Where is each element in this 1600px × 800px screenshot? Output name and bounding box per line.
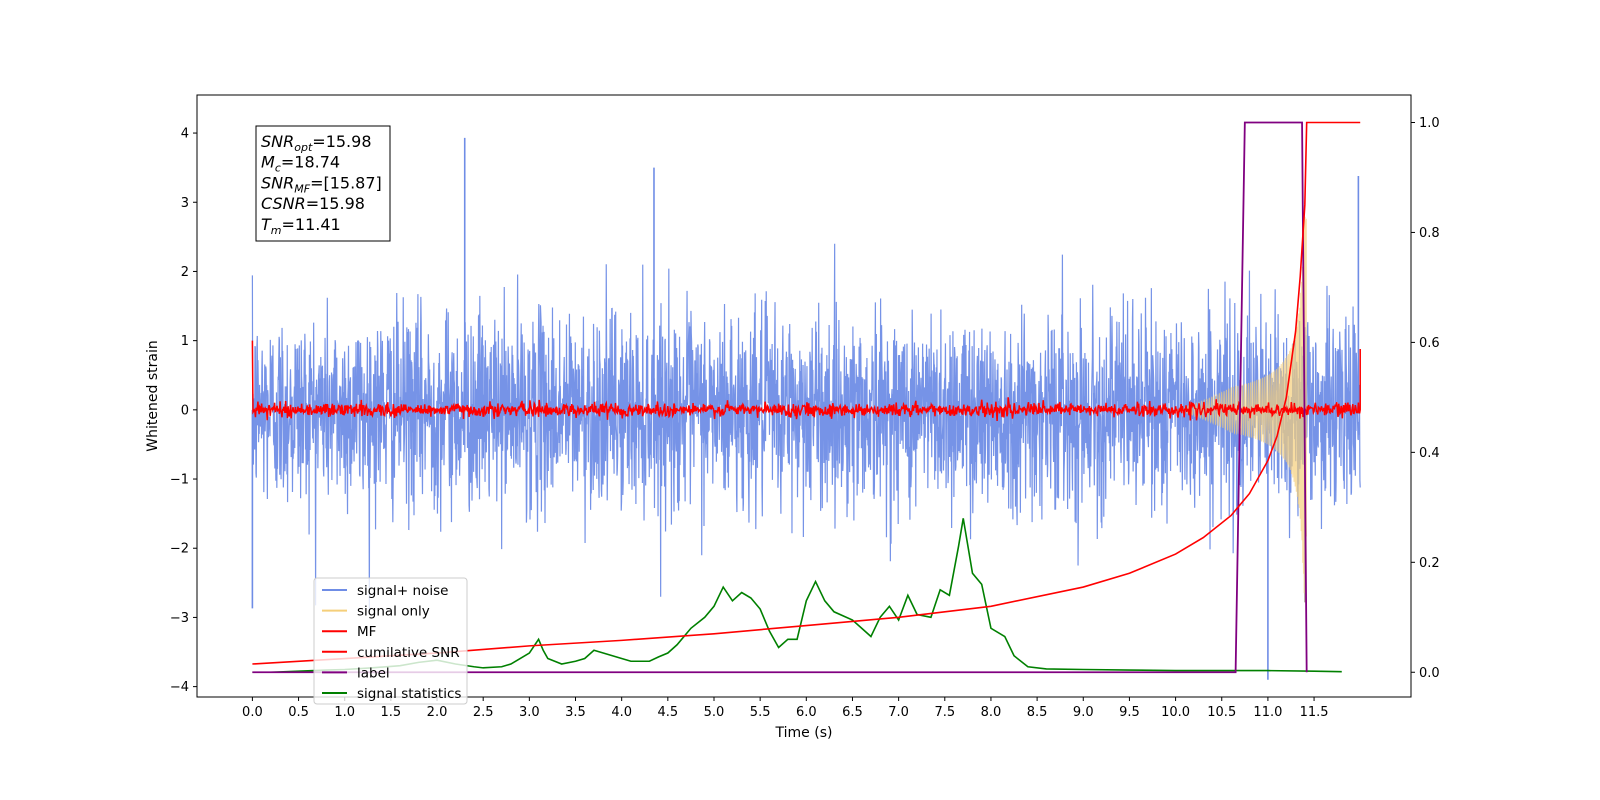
x-axis-label: Time (s) [775,725,833,741]
x-tick-label: 10.5 [1207,705,1236,720]
stats-annotation: SNRopt=15.98Mc=18.74SNRMF=[15.87]CSNR=15… [255,125,391,242]
x-tick-label: 9.0 [1073,705,1094,720]
stats-annotation-line: Mc=18.74 [261,153,340,175]
y-tick-label: −4 [170,680,189,695]
stats-annotation-line: CSNR=15.98 [261,194,365,213]
legend-item-label: signal+ noise [357,583,448,599]
x-tick-label: 7.5 [934,705,955,720]
series-cumulative-snr [252,121,1361,665]
stats-annotation-line: SNRMF=[15.87] [261,173,382,195]
y-tick-label: 2 [181,265,189,280]
x-tick-label: 8.5 [1027,705,1048,720]
series-label [252,121,1308,674]
stats-annotation-box [255,125,391,242]
series-signal-statistics [252,518,1342,674]
y2-tick-label: 0.0 [1419,666,1440,681]
y-tick-label: 3 [181,196,189,211]
x-tick-label: 6.5 [842,705,863,720]
x-tick-label: 1.5 [381,705,402,720]
x-tick-label: 5.0 [704,705,725,720]
y-tick-label: 4 [181,127,189,142]
x-tick-label: 3.0 [519,705,540,720]
y2-tick-label: 0.8 [1419,226,1440,241]
x-tick-label: 9.5 [1119,705,1140,720]
stats-annotation-line: Tm=11.41 [261,215,341,237]
axis-ticks: 0.0 0.5 1.0 1.5 2.0 2.5 3.0 3.5 4.0 4.5 5.0 5.5 6.0 6… [170,116,1440,720]
stats-annotation-line: SNRopt=15.98 [261,132,372,154]
x-tick-label: 2.5 [473,705,494,720]
x-tick-label: 7.0 [888,705,909,720]
x-tick-label: 4.5 [657,705,678,720]
series-signal-noise [251,243,1361,613]
y2-tick-label: 0.2 [1419,556,1440,571]
legend-item-label: MF [357,624,376,640]
legend-item-label: label [357,665,390,681]
x-tick-label: 1.0 [334,705,355,720]
legend-item-label: signal only [357,604,430,620]
x-tick-label: 11.5 [1300,705,1329,720]
y2-tick-label: 0.6 [1419,336,1440,351]
x-tick-label: 0.0 [242,705,263,720]
legend: signal+ noise signal only MF cumilative SNR… [313,577,468,705]
y2-tick-label: 1.0 [1419,116,1440,131]
legend-item-label: cumilative SNR [357,645,460,661]
x-tick-label: 11.0 [1253,705,1282,720]
y-tick-label: 0 [181,403,189,418]
legend-box [313,577,468,705]
x-tick-label: 2.0 [427,705,448,720]
x-tick-label: 3.5 [565,705,586,720]
y-tick-label: −2 [170,542,189,557]
plot-series [251,121,1361,680]
x-tick-label: 5.5 [750,705,771,720]
y-tick-label: −3 [170,611,189,626]
x-tick-label: 8.0 [981,705,1002,720]
y-tick-label: 1 [181,334,189,349]
x-tick-label: 10.0 [1161,705,1190,720]
y-tick-label: −1 [170,473,189,488]
legend-item-label: signal statistics [357,686,461,702]
y2-tick-label: 0.4 [1419,446,1440,461]
plot-frame [196,94,1412,698]
x-tick-label: 0.5 [288,705,309,720]
series-mf [251,340,1361,421]
x-tick-label: 6.0 [796,705,817,720]
x-tick-label: 4.0 [611,705,632,720]
y-axis-label: Whitened strain [145,340,161,451]
